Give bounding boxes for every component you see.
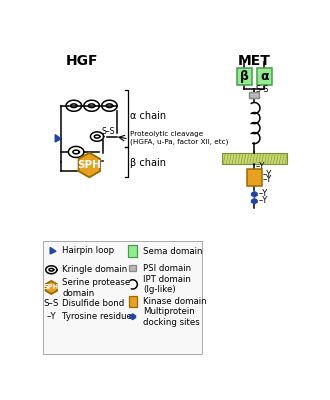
Text: Disulfide bond: Disulfide bond xyxy=(62,299,124,308)
Text: –Y: –Y xyxy=(259,196,268,205)
Polygon shape xyxy=(129,317,136,320)
Text: α chain: α chain xyxy=(130,111,166,121)
Polygon shape xyxy=(251,192,258,194)
Bar xyxy=(257,68,272,85)
Text: Hairpin loop: Hairpin loop xyxy=(62,246,114,255)
Text: α: α xyxy=(260,70,269,83)
Polygon shape xyxy=(129,314,136,317)
Text: HGF: HGF xyxy=(65,54,98,68)
Text: S–S: S–S xyxy=(255,86,269,94)
Polygon shape xyxy=(46,281,57,294)
Text: β: β xyxy=(240,70,249,83)
Bar xyxy=(247,169,262,186)
Text: Proteolytic cleavage
(HGFA, u-Pa, factor XII, etc): Proteolytic cleavage (HGFA, u-Pa, factor… xyxy=(130,131,228,145)
Text: β chain: β chain xyxy=(130,158,166,168)
Polygon shape xyxy=(251,201,258,204)
Text: –Y: –Y xyxy=(259,189,268,198)
Polygon shape xyxy=(79,153,100,177)
Text: Kringle domain: Kringle domain xyxy=(62,265,127,274)
Text: Kinase domain: Kinase domain xyxy=(143,297,206,306)
Text: Serine protease
domain: Serine protease domain xyxy=(62,278,130,298)
Text: S–S: S–S xyxy=(102,127,116,136)
Polygon shape xyxy=(50,248,56,254)
Text: SPH: SPH xyxy=(77,160,101,170)
Text: –Y: –Y xyxy=(263,175,272,184)
Text: PSI domain: PSI domain xyxy=(143,264,191,273)
Bar xyxy=(129,265,136,271)
Bar xyxy=(249,92,259,98)
Text: S–S: S–S xyxy=(44,299,59,308)
Polygon shape xyxy=(251,194,258,197)
Text: –Y: –Y xyxy=(263,170,272,179)
Text: –Y: –Y xyxy=(47,312,56,321)
Text: Sema domain: Sema domain xyxy=(143,247,202,256)
Text: SPH: SPH xyxy=(44,284,59,290)
Polygon shape xyxy=(55,135,61,142)
Bar xyxy=(222,154,287,164)
Text: Multiprotein
docking sites: Multiprotein docking sites xyxy=(143,308,200,327)
Polygon shape xyxy=(251,198,258,201)
Bar xyxy=(128,245,137,258)
Text: Tyrosine residue: Tyrosine residue xyxy=(62,312,132,321)
Bar xyxy=(129,296,137,307)
Text: –Y: –Y xyxy=(256,162,265,172)
Bar xyxy=(237,68,252,85)
Text: IPT domain
(Ig-like): IPT domain (Ig-like) xyxy=(143,275,191,294)
Text: MET: MET xyxy=(238,54,271,68)
Bar xyxy=(43,240,202,354)
